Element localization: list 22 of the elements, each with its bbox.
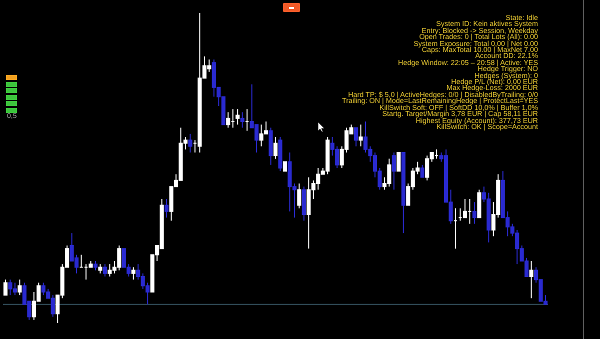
- candlestick: [240, 112, 244, 128]
- candlestick: [164, 198, 169, 218]
- candlestick: [3, 279, 8, 296]
- candlestick: [188, 133, 192, 153]
- candlestick: [282, 161, 288, 172]
- candlestick: [102, 264, 108, 277]
- candlestick: [420, 164, 424, 178]
- candlestick: [472, 202, 476, 224]
- candlestick: [396, 152, 401, 172]
- candlestick: [98, 264, 102, 274]
- candlestick: [273, 136, 278, 160]
- candlestick: [236, 108, 240, 126]
- candlestick: [93, 260, 98, 271]
- candlestick: [529, 260, 534, 299]
- candlestick: [392, 152, 396, 190]
- candlestick: [18, 279, 22, 296]
- candlestick: [297, 183, 302, 209]
- candlestick: [226, 112, 230, 128]
- candlestick: [462, 198, 468, 218]
- candlestick: [358, 124, 363, 147]
- candlestick: [131, 266, 136, 280]
- candlestick: [354, 127, 358, 147]
